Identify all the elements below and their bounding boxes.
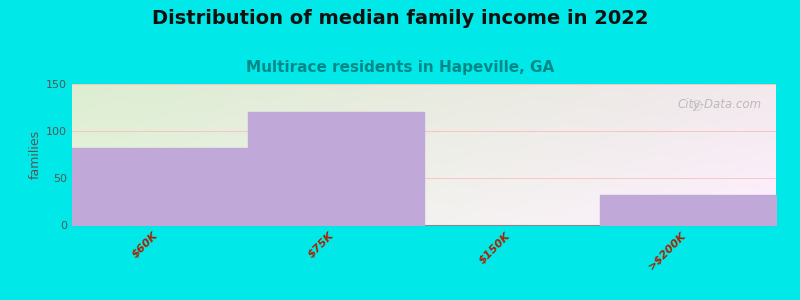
Text: City-Data.com: City-Data.com <box>678 98 762 111</box>
Text: Multirace residents in Hapeville, GA: Multirace residents in Hapeville, GA <box>246 60 554 75</box>
Text: Distribution of median family income in 2022: Distribution of median family income in … <box>152 9 648 28</box>
Y-axis label: families: families <box>29 130 42 179</box>
Text: ◎: ◎ <box>690 98 702 111</box>
